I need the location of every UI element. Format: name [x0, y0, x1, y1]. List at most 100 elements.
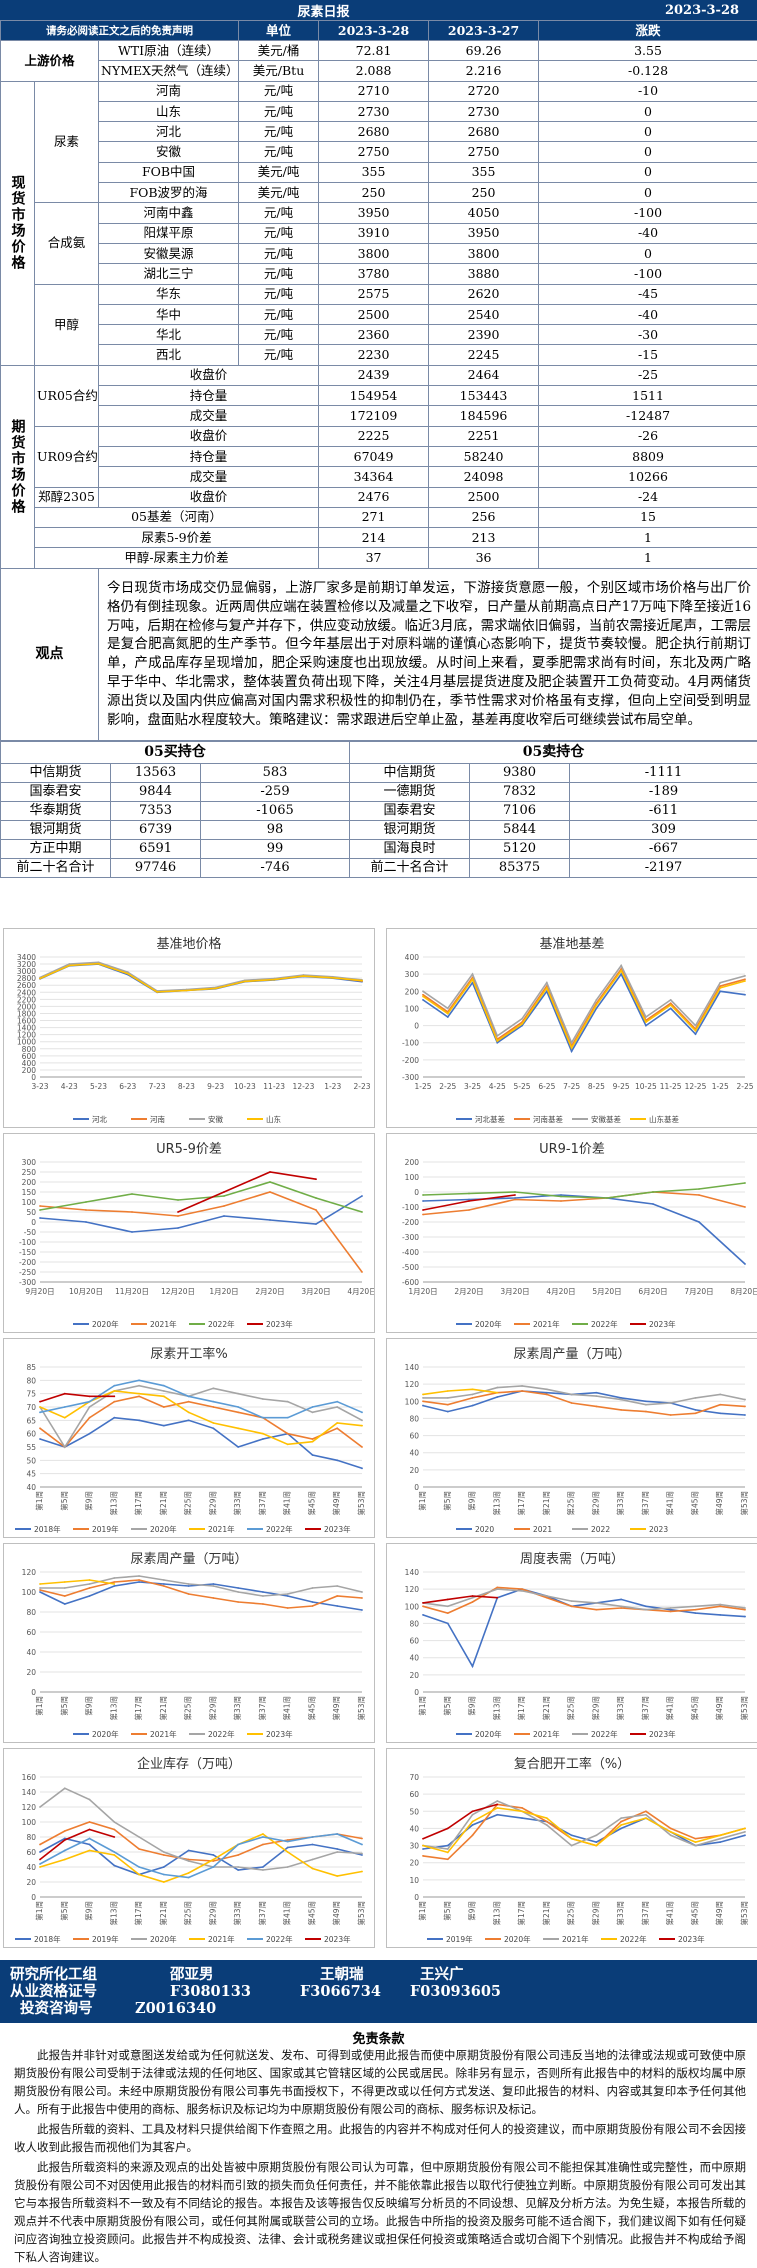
data-point	[744, 1406, 746, 1408]
data-point	[188, 1860, 190, 1862]
legend-label: 2019年	[446, 1934, 473, 1944]
data-point	[212, 1401, 214, 1403]
y-tick-label: 100	[405, 1397, 420, 1406]
data-point	[39, 1863, 41, 1865]
data-point	[312, 1454, 314, 1456]
data-point	[546, 1817, 548, 1819]
y-tick-label: 0	[414, 1688, 419, 1697]
legend-label: 2020年	[92, 1319, 119, 1329]
y-tick-label: 80	[409, 1414, 419, 1423]
data-point	[361, 1467, 363, 1469]
data-point	[744, 1609, 746, 1611]
x-tick-label: 第29周	[590, 1901, 600, 1926]
y-tick-label: 0	[31, 1893, 36, 1902]
y-tick-label: -200	[19, 1258, 36, 1267]
data-point	[89, 1850, 91, 1852]
legend-label: 2023年	[266, 1319, 293, 1329]
row-v1: 3800	[319, 243, 429, 263]
y-tick-label: -200	[402, 1056, 419, 1065]
data-point	[719, 1841, 721, 1843]
chart-title: 企业库存（万吨）	[4, 1753, 374, 1772]
data-point	[113, 1836, 115, 1838]
data-point	[496, 1035, 498, 1037]
data-point	[744, 1182, 746, 1184]
data-point	[744, 1206, 746, 1208]
row-v2: 256	[429, 507, 539, 527]
row-unit: 元/吨	[239, 203, 319, 223]
row-v1: 34364	[319, 467, 429, 487]
data-point	[64, 1830, 66, 1832]
data-point	[496, 1597, 498, 1599]
legend-label: 2022	[591, 1525, 610, 1534]
row-chg: -40	[539, 223, 757, 243]
x-tick-label: 第5周	[442, 1696, 452, 1716]
data-point	[39, 1806, 41, 1808]
data-point	[113, 1821, 115, 1823]
data-point	[138, 1419, 140, 1421]
row-v1: 2575	[319, 284, 429, 304]
legend-label: 2021年	[533, 1319, 560, 1329]
x-tick-label: 第9周	[84, 1696, 94, 1716]
data-point	[645, 1025, 647, 1027]
x-tick-label: 8-23	[178, 1082, 195, 1091]
data-point	[698, 1194, 700, 1196]
y-tick-label: 160	[22, 1773, 37, 1782]
data-point	[670, 1609, 672, 1611]
data-point	[695, 1841, 697, 1843]
x-tick-label: 第53周	[739, 1491, 749, 1516]
legend-label: 2021年	[562, 1934, 589, 1944]
data-point	[472, 1601, 474, 1603]
data-point	[237, 1591, 239, 1593]
y-tick-label: 40	[409, 1654, 419, 1663]
data-point	[89, 1821, 91, 1823]
legend-label: 2023年	[324, 1934, 351, 1944]
disclaimer-paragraph: 此报告并非针对或意图送发给或为任何就送发、发布、可得到或使用此报告而使中原期货股…	[14, 2046, 746, 2118]
row-unit: 元/吨	[239, 325, 319, 345]
data-point	[571, 1402, 573, 1404]
legend-label: 2022年	[208, 1729, 235, 1739]
data-point	[744, 1834, 746, 1836]
x-tick-label: 10-25	[635, 1082, 657, 1091]
y-tick-label: 65	[26, 1416, 36, 1425]
data-point	[472, 1597, 474, 1599]
data-point	[39, 1401, 41, 1403]
data-point	[514, 1191, 516, 1193]
y-tick-label: 0	[31, 1218, 36, 1227]
position-lv: 97746	[111, 858, 201, 877]
position-lchg: -1065	[201, 801, 350, 820]
x-tick-label: 第13周	[108, 1491, 118, 1516]
data-point	[113, 1583, 115, 1585]
chart-svg: -300-250-200-150-100-5005010015020025030…	[4, 1134, 374, 1332]
row-v1: 2439	[319, 365, 429, 385]
data-point	[163, 1406, 165, 1408]
x-tick-label: 第5周	[442, 1491, 452, 1511]
data-point	[645, 1021, 647, 1023]
data-point	[422, 1209, 424, 1211]
row-v2: 2390	[429, 325, 539, 345]
row-name: FOB中国	[99, 162, 239, 182]
data-point	[336, 1585, 338, 1587]
row-chg: 8809	[539, 446, 757, 466]
x-tick-label: 5月20日	[592, 1287, 621, 1296]
data-point	[113, 1401, 115, 1403]
data-point	[645, 1609, 647, 1611]
data-point	[719, 982, 721, 984]
data-point	[39, 1406, 41, 1408]
data-point	[287, 1593, 289, 1595]
legend-label: 河南基差	[533, 1114, 563, 1124]
data-point	[670, 1611, 672, 1613]
y-tick-label: -200	[402, 1218, 419, 1227]
x-tick-label: 第45周	[689, 1696, 699, 1721]
row-chg: -30	[539, 325, 757, 345]
col-date1: 2023-3-28	[319, 21, 429, 41]
data-point	[163, 1881, 165, 1883]
data-point	[188, 1395, 190, 1397]
row-chg: 0	[539, 162, 757, 182]
x-tick-label: 第1周	[34, 1491, 44, 1511]
data-point	[620, 1409, 622, 1411]
